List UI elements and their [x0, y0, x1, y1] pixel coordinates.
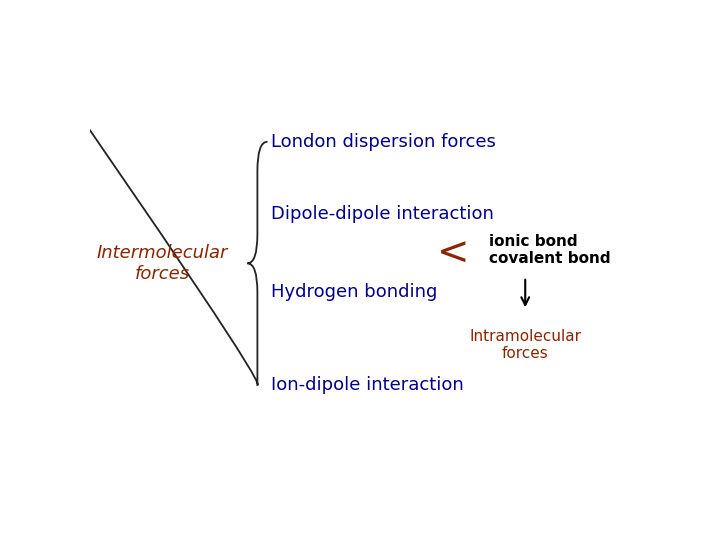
Text: Ion-dipole interaction: Ion-dipole interaction [271, 376, 464, 394]
Text: Intramolecular
forces: Intramolecular forces [469, 329, 581, 361]
Text: London dispersion forces: London dispersion forces [271, 133, 496, 151]
Text: Dipole-dipole interaction: Dipole-dipole interaction [271, 206, 494, 224]
Text: ionic bond
covalent bond: ionic bond covalent bond [489, 234, 611, 266]
Text: Hydrogen bonding: Hydrogen bonding [271, 283, 438, 301]
Text: Intermolecular
forces: Intermolecular forces [97, 244, 228, 283]
Text: <: < [436, 235, 469, 273]
